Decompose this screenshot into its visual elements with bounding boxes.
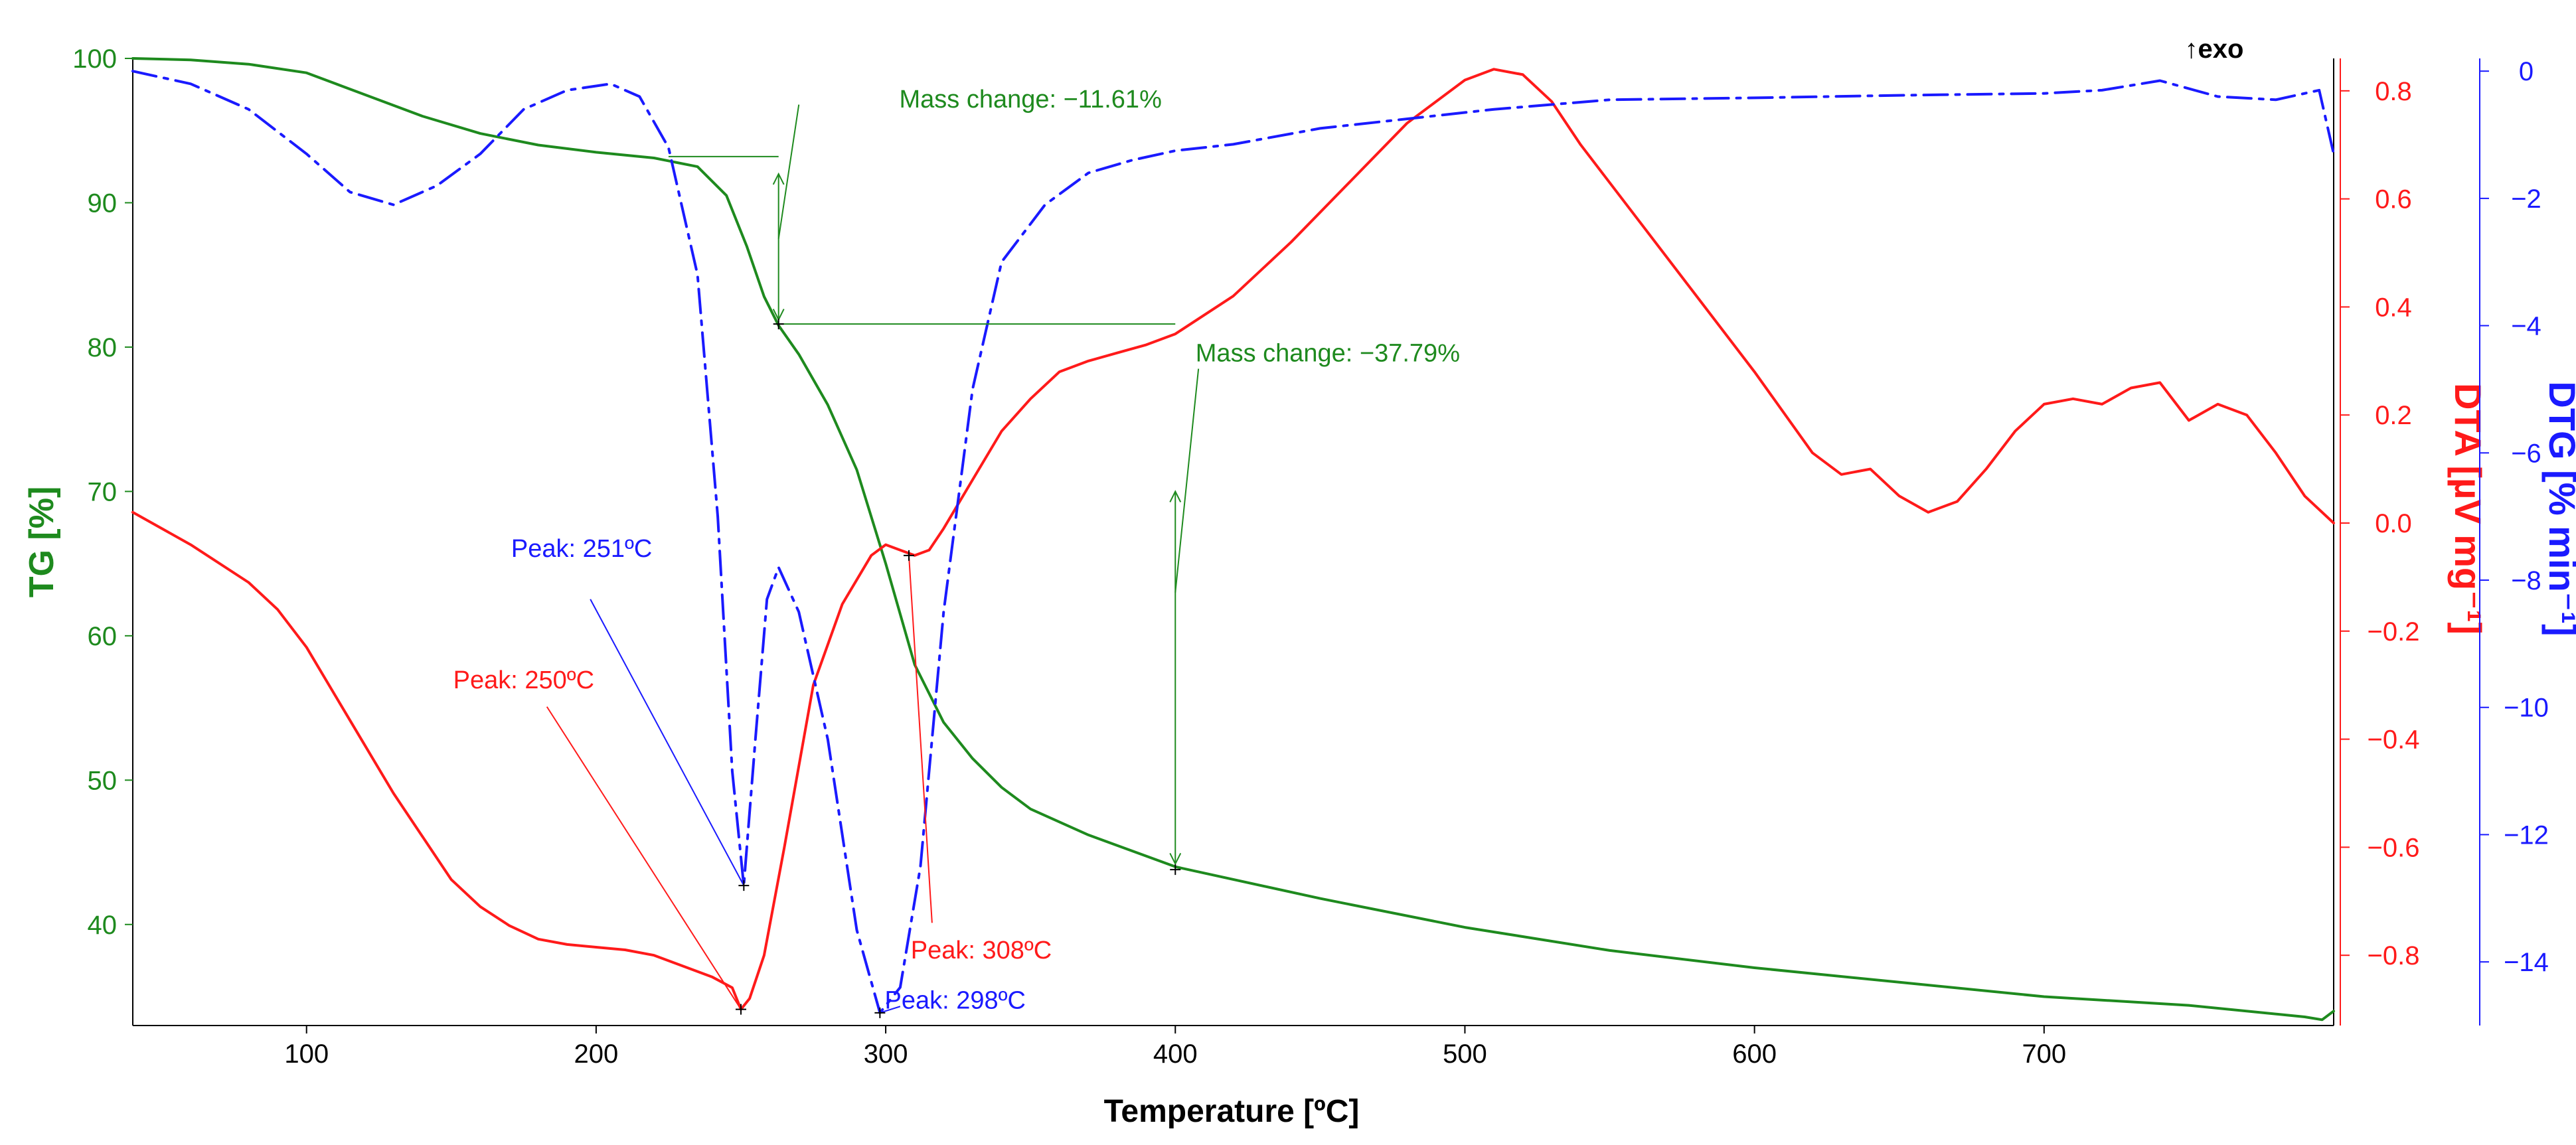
- x-tick-label-100: 100: [284, 1039, 329, 1069]
- annotation-5-leader-0: [880, 1006, 901, 1014]
- dta-tick-label-6: 0.4: [2375, 293, 2412, 322]
- tg-tick-label-100: 100: [72, 44, 117, 74]
- annotations-group: Mass change: −11.61% Mass change: −37.79%…: [453, 86, 1460, 1018]
- annotation-4-marker-0: [903, 550, 914, 561]
- x-axis-title: Temperature [ºC]: [1104, 1094, 1360, 1129]
- annotation-4-leader-0: [908, 555, 933, 923]
- tg-tick-label-70: 70: [88, 477, 118, 506]
- dta-tick-label-1: −0.6: [2368, 833, 2420, 862]
- dta-tick-label-8: 0.8: [2375, 77, 2412, 106]
- annotation-1-arrowhead-0: [1169, 490, 1182, 502]
- dtg-tick-label-6: −2: [2511, 185, 2541, 214]
- annotation-0-marker-0: [773, 319, 784, 330]
- x-tick-label-500: 500: [1443, 1039, 1487, 1069]
- x-tick-label-200: 200: [574, 1039, 619, 1069]
- tg-axis-title: TG [%]: [23, 487, 61, 598]
- annotation-2-leader-0: [590, 599, 745, 886]
- x-tick-label-400: 400: [1153, 1039, 1198, 1069]
- annotation-4-label: Peak: 308ºC: [911, 937, 1052, 964]
- dta-tick-label-4: 0.0: [2375, 509, 2412, 538]
- tg-tick-label-80: 80: [88, 333, 118, 362]
- dta-tick-label-0: −0.8: [2368, 941, 2420, 970]
- dtg-tick-label-2: −10: [2504, 694, 2549, 723]
- tg-tick-label-40: 40: [88, 911, 118, 940]
- dtg-tick-label-5: −4: [2511, 312, 2541, 341]
- annotation-0-label: Mass change: −11.61%: [899, 86, 1161, 114]
- annotation-1-leader-1: [1174, 368, 1200, 593]
- series-tg-line: [131, 57, 2335, 1022]
- tg-tick-label-60: 60: [88, 622, 118, 651]
- tg-tick-label-50: 50: [88, 766, 118, 795]
- dta-tick-label-5: 0.2: [2375, 401, 2412, 430]
- annotation-3-leader-0: [546, 706, 742, 1010]
- dtg-axis-title: DTG [% min⁻¹]: [2541, 381, 2576, 636]
- series-dta-line: [131, 68, 2335, 1011]
- x-tick-label-300: 300: [864, 1039, 908, 1069]
- x-tick-label-700: 700: [2022, 1039, 2066, 1069]
- dtg-tick-label-7: 0: [2519, 57, 2534, 86]
- dtg-tick-label-3: −8: [2511, 566, 2541, 595]
- annotation-0-arrowhead-0: [772, 172, 785, 185]
- tg-tick-label-90: 90: [88, 189, 118, 218]
- dta-axis-title: DTA [µV mg⁻¹]: [2447, 383, 2489, 635]
- annotation-2-marker-0: [738, 880, 750, 891]
- annotation-3-marker-0: [735, 1004, 746, 1015]
- annotation-3-label: Peak: 250ºC: [453, 666, 594, 694]
- dtg-tick-label-0: −14: [2504, 948, 2549, 977]
- dta-tick-label-7: 0.6: [2375, 185, 2412, 214]
- dtg-tick-label-4: −6: [2511, 439, 2541, 468]
- annotation-0-leader-3: [777, 104, 800, 239]
- axes-group: 100 200 300 400 500 600 700 40 50 60 70 80 90 100 TG […: [23, 44, 2576, 1069]
- dta-tick-label-3: −0.2: [2368, 617, 2420, 647]
- annotation-5-marker-0: [874, 1007, 886, 1018]
- annotation-1-label: Mass change: −37.79%: [1196, 340, 1460, 368]
- annotation-2-label: Peak: 251ºC: [511, 535, 652, 563]
- annotation-1-arrowhead-1: [1169, 852, 1182, 866]
- annotation-1-marker-0: [1170, 864, 1181, 876]
- exo-label: ↑exo: [2185, 35, 2244, 64]
- dta-tick-label-2: −0.4: [2368, 725, 2420, 755]
- annotation-5-label: Peak: 298ºC: [885, 987, 1026, 1015]
- dtg-tick-label-1: −12: [2504, 820, 2549, 850]
- x-tick-label-600: 600: [1732, 1039, 1777, 1069]
